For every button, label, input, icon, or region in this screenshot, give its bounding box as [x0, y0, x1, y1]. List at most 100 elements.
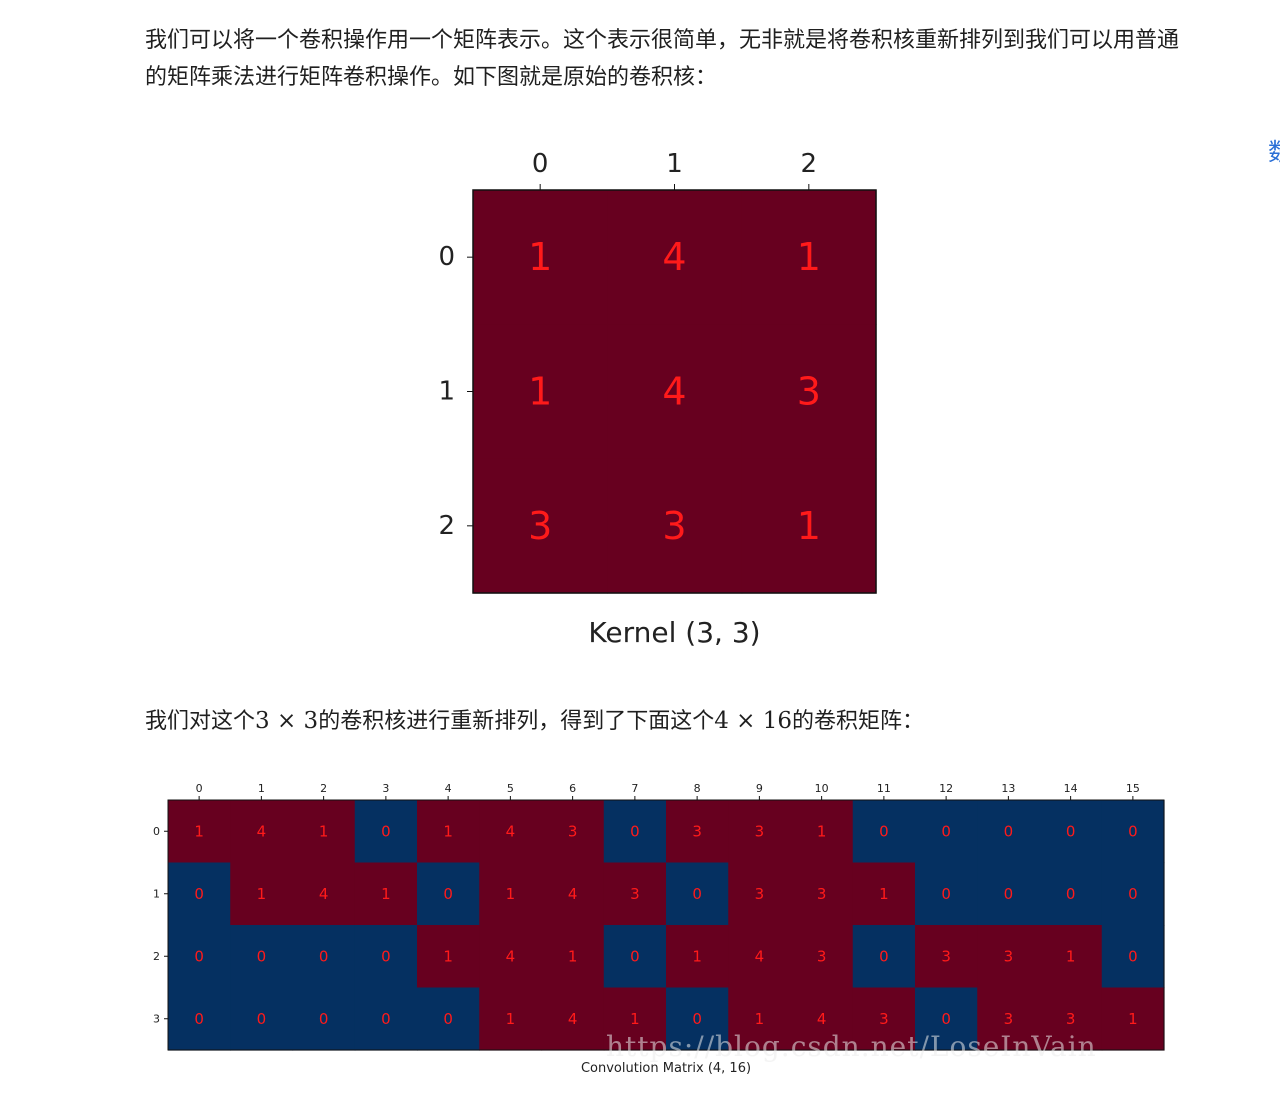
heatmap-cell: [666, 987, 729, 1051]
heatmap-cell: [230, 800, 294, 864]
cell-value-label: 1: [797, 504, 821, 548]
cell-value-label: 1: [506, 1010, 516, 1028]
heatmap-cell: [168, 800, 231, 864]
heatmap-cell: [1039, 987, 1103, 1051]
cell-value-label: 1: [319, 822, 329, 840]
heatmap-cell: [728, 987, 792, 1051]
cell-value-label: 4: [568, 1010, 578, 1028]
cell-value-label: 3: [817, 947, 827, 965]
cell-value-label: 3: [941, 947, 951, 965]
cell-value-label: 1: [194, 822, 204, 840]
heatmap-cell: [977, 987, 1041, 1051]
cell-value-label: 1: [443, 947, 453, 965]
x-tick-label: 1: [666, 149, 683, 179]
heatmap-cell: [417, 862, 480, 926]
cell-value-label: 0: [941, 1010, 951, 1028]
cell-value-label: 4: [319, 885, 329, 903]
heatmap-cell: [541, 862, 605, 926]
heatmap-0-cells: 1 4 1 1 4 3 3 3 1: [473, 190, 877, 594]
heatmap-cell: [1039, 925, 1103, 989]
cell-value-label: 0: [194, 885, 204, 903]
heatmap-cell: [479, 987, 543, 1051]
heatmap-cell: [728, 925, 792, 989]
x-tick-label: 14: [1064, 782, 1078, 795]
cell-value-label: 1: [528, 235, 552, 279]
heatmap-cell: [292, 925, 356, 989]
heatmap-cell: [1101, 800, 1165, 864]
heatmap-cell: [292, 862, 356, 926]
x-tick-label: 8: [694, 782, 701, 795]
heatmap-cell: [741, 458, 877, 594]
cell-value-label: 1: [443, 822, 453, 840]
heatmap-cell: [417, 800, 480, 864]
cell-value-label: 3: [797, 370, 821, 414]
heatmap-cell: [790, 800, 854, 864]
cell-value-label: 3: [662, 504, 686, 548]
cell-value-label: 0: [1066, 822, 1076, 840]
heatmap-cell: [479, 862, 543, 926]
heatmap-cell: [292, 987, 356, 1051]
heatmap-cell: [607, 190, 743, 325]
heatmap-title: Convolution Matrix (4, 16): [581, 1061, 751, 1076]
cell-value-label: 0: [1128, 947, 1138, 965]
y-tick-label: 3: [153, 1012, 160, 1025]
cell-value-label: 0: [1128, 885, 1138, 903]
heatmap-cell: [168, 987, 231, 1051]
cell-value-label: 0: [630, 822, 640, 840]
cell-value-label: 0: [692, 885, 702, 903]
cell-value-label: 0: [941, 885, 951, 903]
cell-value-label: 3: [1066, 1010, 1076, 1028]
x-tick-label: 9: [756, 782, 763, 795]
cell-value-label: 1: [692, 947, 702, 965]
heatmap-cell: [1101, 925, 1165, 989]
rearrange-text-3: 的卷积矩阵：: [792, 709, 925, 734]
heatmap-cell: [728, 800, 792, 864]
x-tick-label: 12: [939, 782, 953, 795]
cell-value-label: 1: [506, 885, 516, 903]
cell-value-label: 4: [755, 947, 765, 965]
cell-value-label: 3: [1004, 1010, 1014, 1028]
heatmap-cell: [790, 862, 854, 926]
rearrange-text-1: 我们对这个: [145, 709, 256, 734]
sidebar-edge-link[interactable]: 数: [1268, 132, 1280, 167]
x-tick-label: 15: [1126, 782, 1140, 795]
rearrange-text-2: 的卷积核进行重新排列，得到了下面这个: [318, 709, 715, 734]
heatmap-cell: [728, 862, 792, 926]
heatmap-cell: [1101, 862, 1165, 926]
cell-value-label: 0: [381, 1010, 391, 1028]
x-tick-label: 0: [532, 149, 549, 179]
cell-value-label: 0: [257, 947, 267, 965]
cell-value-label: 3: [755, 822, 765, 840]
heatmap-cell: [741, 190, 877, 325]
convolution-matrix-heatmap: 1 4 1 0 1 4 3 0 3 3 1 0 0 0 0 00 1 4 1 0 1 4 3 0 3 3 1 0 0 0 00 0 0 0 1 4 1 0…: [153, 782, 1165, 1076]
cell-value-label: 4: [506, 947, 516, 965]
cell-value-label: 4: [568, 885, 578, 903]
heatmap-cell: [541, 800, 605, 864]
cell-value-label: 4: [257, 822, 267, 840]
cell-value-label: 3: [630, 885, 640, 903]
heatmap-cell: [607, 324, 743, 460]
heatmap-cell: [666, 862, 729, 926]
heatmap-cell: [354, 862, 418, 926]
cell-value-label: 1: [630, 1010, 640, 1028]
heatmap-cell: [354, 925, 418, 989]
heatmap-1-cells: 1 4 1 0 1 4 3 0 3 3 1 0 0 0 0 0 0 1 4 1 0 1 4 3 0 3 3 1 0 0 0 0 0 0 0 0 1 4 1 0…: [168, 800, 1165, 1051]
heatmap-cell: [915, 925, 978, 989]
heatmap-cell: [790, 987, 854, 1051]
heatmap-cell: [977, 862, 1041, 926]
y-tick-label: 0: [438, 242, 455, 272]
heatmap-cell: [230, 925, 294, 989]
heatmap-cell: [354, 800, 418, 864]
cell-value-label: 0: [443, 885, 453, 903]
cell-value-label: 0: [879, 947, 889, 965]
cell-value-label: 0: [194, 1010, 204, 1028]
cell-value-label: 1: [755, 1010, 765, 1028]
cell-value-label: 3: [1004, 947, 1014, 965]
cell-value-label: 0: [381, 947, 391, 965]
heatmap-cell: [168, 925, 231, 989]
cell-value-label: 1: [879, 885, 889, 903]
cell-value-label: 1: [257, 885, 267, 903]
heatmap-cell: [790, 925, 854, 989]
heatmap-cell: [603, 925, 667, 989]
heatmap-cell: [603, 800, 667, 864]
